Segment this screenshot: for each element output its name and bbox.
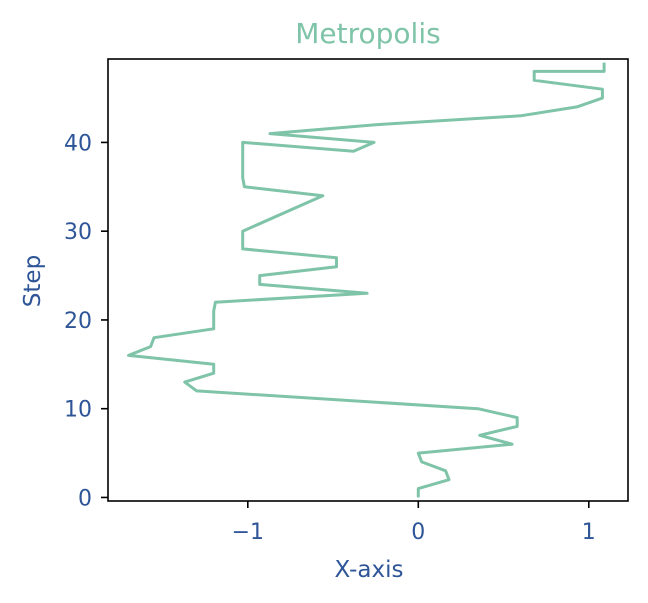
x-tick-label: 0	[411, 520, 425, 545]
y-tick-label: 10	[64, 398, 92, 423]
plot-area	[127, 62, 606, 498]
y-axis-label: Step	[20, 255, 46, 307]
y-tick-label: 20	[64, 309, 92, 334]
x-tick-label: 1	[582, 520, 596, 545]
chart-title: Metropolis	[295, 17, 440, 50]
plot-frame	[107, 58, 629, 502]
x-axis: −1 0 1	[232, 501, 596, 545]
y-tick-label: 30	[64, 220, 92, 245]
series-line-0	[127, 62, 606, 498]
y-tick-label: 40	[64, 131, 92, 156]
x-tick-label: −1	[232, 520, 264, 545]
x-axis-label: X-axis	[335, 557, 404, 583]
y-tick-label: 0	[78, 486, 92, 511]
y-axis: 0 10 20 30 40	[64, 131, 108, 511]
